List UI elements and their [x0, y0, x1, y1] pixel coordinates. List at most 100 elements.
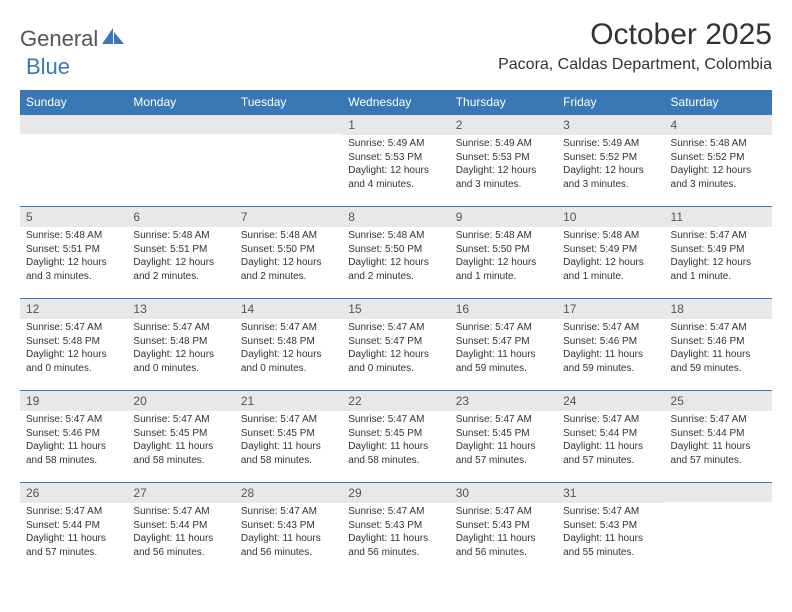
logo-text-blue: Blue — [26, 54, 70, 79]
daylight-text: Daylight: 12 hours and 3 minutes. — [26, 256, 121, 283]
header-row: Sunday Monday Tuesday Wednesday Thursday… — [20, 90, 772, 115]
calendar-cell — [20, 115, 127, 207]
daylight-text: Daylight: 12 hours and 3 minutes. — [671, 164, 766, 191]
sunset-text: Sunset: 5:48 PM — [241, 335, 336, 349]
daylight-text: Daylight: 12 hours and 4 minutes. — [348, 164, 443, 191]
cell-body: Sunrise: 5:47 AMSunset: 5:45 PMDaylight:… — [235, 411, 342, 471]
sunrise-text: Sunrise: 5:48 AM — [671, 137, 766, 151]
day-number: 26 — [20, 483, 127, 503]
calendar-row: 12Sunrise: 5:47 AMSunset: 5:48 PMDayligh… — [20, 299, 772, 391]
day-number: 1 — [342, 115, 449, 135]
sunset-text: Sunset: 5:43 PM — [241, 519, 336, 533]
sunset-text: Sunset: 5:53 PM — [456, 151, 551, 165]
col-wednesday: Wednesday — [342, 90, 449, 115]
sunset-text: Sunset: 5:44 PM — [133, 519, 228, 533]
calendar-cell: 2Sunrise: 5:49 AMSunset: 5:53 PMDaylight… — [450, 115, 557, 207]
cell-body: Sunrise: 5:48 AMSunset: 5:52 PMDaylight:… — [665, 135, 772, 195]
daylight-text: Daylight: 11 hours and 57 minutes. — [456, 440, 551, 467]
cell-body: Sunrise: 5:47 AMSunset: 5:48 PMDaylight:… — [127, 319, 234, 379]
day-number: 29 — [342, 483, 449, 503]
daylight-text: Daylight: 12 hours and 1 minute. — [563, 256, 658, 283]
calendar-cell — [665, 483, 772, 575]
sunset-text: Sunset: 5:46 PM — [671, 335, 766, 349]
day-number: 11 — [665, 207, 772, 227]
sunset-text: Sunset: 5:49 PM — [563, 243, 658, 257]
cell-body: Sunrise: 5:49 AMSunset: 5:53 PMDaylight:… — [450, 135, 557, 195]
daylight-text: Daylight: 12 hours and 3 minutes. — [563, 164, 658, 191]
cell-body: Sunrise: 5:48 AMSunset: 5:51 PMDaylight:… — [127, 227, 234, 287]
location-text: Pacora, Caldas Department, Colombia — [498, 56, 772, 74]
sunrise-text: Sunrise: 5:47 AM — [133, 505, 228, 519]
col-sunday: Sunday — [20, 90, 127, 115]
calendar-cell: 12Sunrise: 5:47 AMSunset: 5:48 PMDayligh… — [20, 299, 127, 391]
day-number — [665, 483, 772, 502]
day-number: 17 — [557, 299, 664, 319]
calendar-cell: 13Sunrise: 5:47 AMSunset: 5:48 PMDayligh… — [127, 299, 234, 391]
cell-body: Sunrise: 5:47 AMSunset: 5:47 PMDaylight:… — [450, 319, 557, 379]
day-number: 31 — [557, 483, 664, 503]
day-number: 23 — [450, 391, 557, 411]
cell-body: Sunrise: 5:47 AMSunset: 5:43 PMDaylight:… — [450, 503, 557, 563]
calendar-cell: 24Sunrise: 5:47 AMSunset: 5:44 PMDayligh… — [557, 391, 664, 483]
cell-body: Sunrise: 5:47 AMSunset: 5:45 PMDaylight:… — [450, 411, 557, 471]
col-thursday: Thursday — [450, 90, 557, 115]
sunrise-text: Sunrise: 5:47 AM — [563, 413, 658, 427]
sunset-text: Sunset: 5:50 PM — [241, 243, 336, 257]
sunrise-text: Sunrise: 5:47 AM — [671, 413, 766, 427]
calendar-cell: 28Sunrise: 5:47 AMSunset: 5:43 PMDayligh… — [235, 483, 342, 575]
day-number: 15 — [342, 299, 449, 319]
daylight-text: Daylight: 12 hours and 3 minutes. — [456, 164, 551, 191]
page-title: October 2025 — [498, 18, 772, 52]
sunset-text: Sunset: 5:51 PM — [26, 243, 121, 257]
sunset-text: Sunset: 5:50 PM — [348, 243, 443, 257]
calendar-cell: 9Sunrise: 5:48 AMSunset: 5:50 PMDaylight… — [450, 207, 557, 299]
calendar-row: 5Sunrise: 5:48 AMSunset: 5:51 PMDaylight… — [20, 207, 772, 299]
calendar-cell: 15Sunrise: 5:47 AMSunset: 5:47 PMDayligh… — [342, 299, 449, 391]
calendar-cell: 31Sunrise: 5:47 AMSunset: 5:43 PMDayligh… — [557, 483, 664, 575]
cell-body: Sunrise: 5:48 AMSunset: 5:50 PMDaylight:… — [450, 227, 557, 287]
sunset-text: Sunset: 5:51 PM — [133, 243, 228, 257]
day-number — [20, 115, 127, 134]
sunset-text: Sunset: 5:48 PM — [133, 335, 228, 349]
cell-body: Sunrise: 5:47 AMSunset: 5:46 PMDaylight:… — [557, 319, 664, 379]
sunset-text: Sunset: 5:50 PM — [456, 243, 551, 257]
sunset-text: Sunset: 5:43 PM — [563, 519, 658, 533]
day-number: 24 — [557, 391, 664, 411]
sunrise-text: Sunrise: 5:47 AM — [26, 413, 121, 427]
daylight-text: Daylight: 12 hours and 0 minutes. — [26, 348, 121, 375]
daylight-text: Daylight: 11 hours and 57 minutes. — [26, 532, 121, 559]
day-number: 22 — [342, 391, 449, 411]
sunrise-text: Sunrise: 5:47 AM — [348, 413, 443, 427]
calendar-row: 26Sunrise: 5:47 AMSunset: 5:44 PMDayligh… — [20, 483, 772, 575]
daylight-text: Daylight: 11 hours and 56 minutes. — [133, 532, 228, 559]
sunrise-text: Sunrise: 5:47 AM — [26, 505, 121, 519]
sunrise-text: Sunrise: 5:47 AM — [671, 229, 766, 243]
calendar-cell: 21Sunrise: 5:47 AMSunset: 5:45 PMDayligh… — [235, 391, 342, 483]
daylight-text: Daylight: 11 hours and 57 minutes. — [671, 440, 766, 467]
day-number: 14 — [235, 299, 342, 319]
sunrise-text: Sunrise: 5:49 AM — [456, 137, 551, 151]
sunrise-text: Sunrise: 5:47 AM — [563, 505, 658, 519]
calendar-cell: 3Sunrise: 5:49 AMSunset: 5:52 PMDaylight… — [557, 115, 664, 207]
day-number — [235, 115, 342, 134]
sunrise-text: Sunrise: 5:48 AM — [133, 229, 228, 243]
day-number: 5 — [20, 207, 127, 227]
sunrise-text: Sunrise: 5:47 AM — [456, 413, 551, 427]
daylight-text: Daylight: 11 hours and 59 minutes. — [563, 348, 658, 375]
calendar-row: 1Sunrise: 5:49 AMSunset: 5:53 PMDaylight… — [20, 115, 772, 207]
col-friday: Friday — [557, 90, 664, 115]
cell-body: Sunrise: 5:49 AMSunset: 5:53 PMDaylight:… — [342, 135, 449, 195]
logo-text-general: General — [20, 26, 98, 52]
cell-body: Sunrise: 5:47 AMSunset: 5:46 PMDaylight:… — [20, 411, 127, 471]
daylight-text: Daylight: 12 hours and 2 minutes. — [133, 256, 228, 283]
day-number: 30 — [450, 483, 557, 503]
sunset-text: Sunset: 5:43 PM — [456, 519, 551, 533]
sunset-text: Sunset: 5:45 PM — [456, 427, 551, 441]
col-monday: Monday — [127, 90, 234, 115]
day-number: 2 — [450, 115, 557, 135]
sunrise-text: Sunrise: 5:47 AM — [348, 321, 443, 335]
sunrise-text: Sunrise: 5:47 AM — [133, 413, 228, 427]
title-block: October 2025 Pacora, Caldas Department, … — [498, 18, 772, 74]
sunrise-text: Sunrise: 5:49 AM — [563, 137, 658, 151]
calendar-cell: 19Sunrise: 5:47 AMSunset: 5:46 PMDayligh… — [20, 391, 127, 483]
